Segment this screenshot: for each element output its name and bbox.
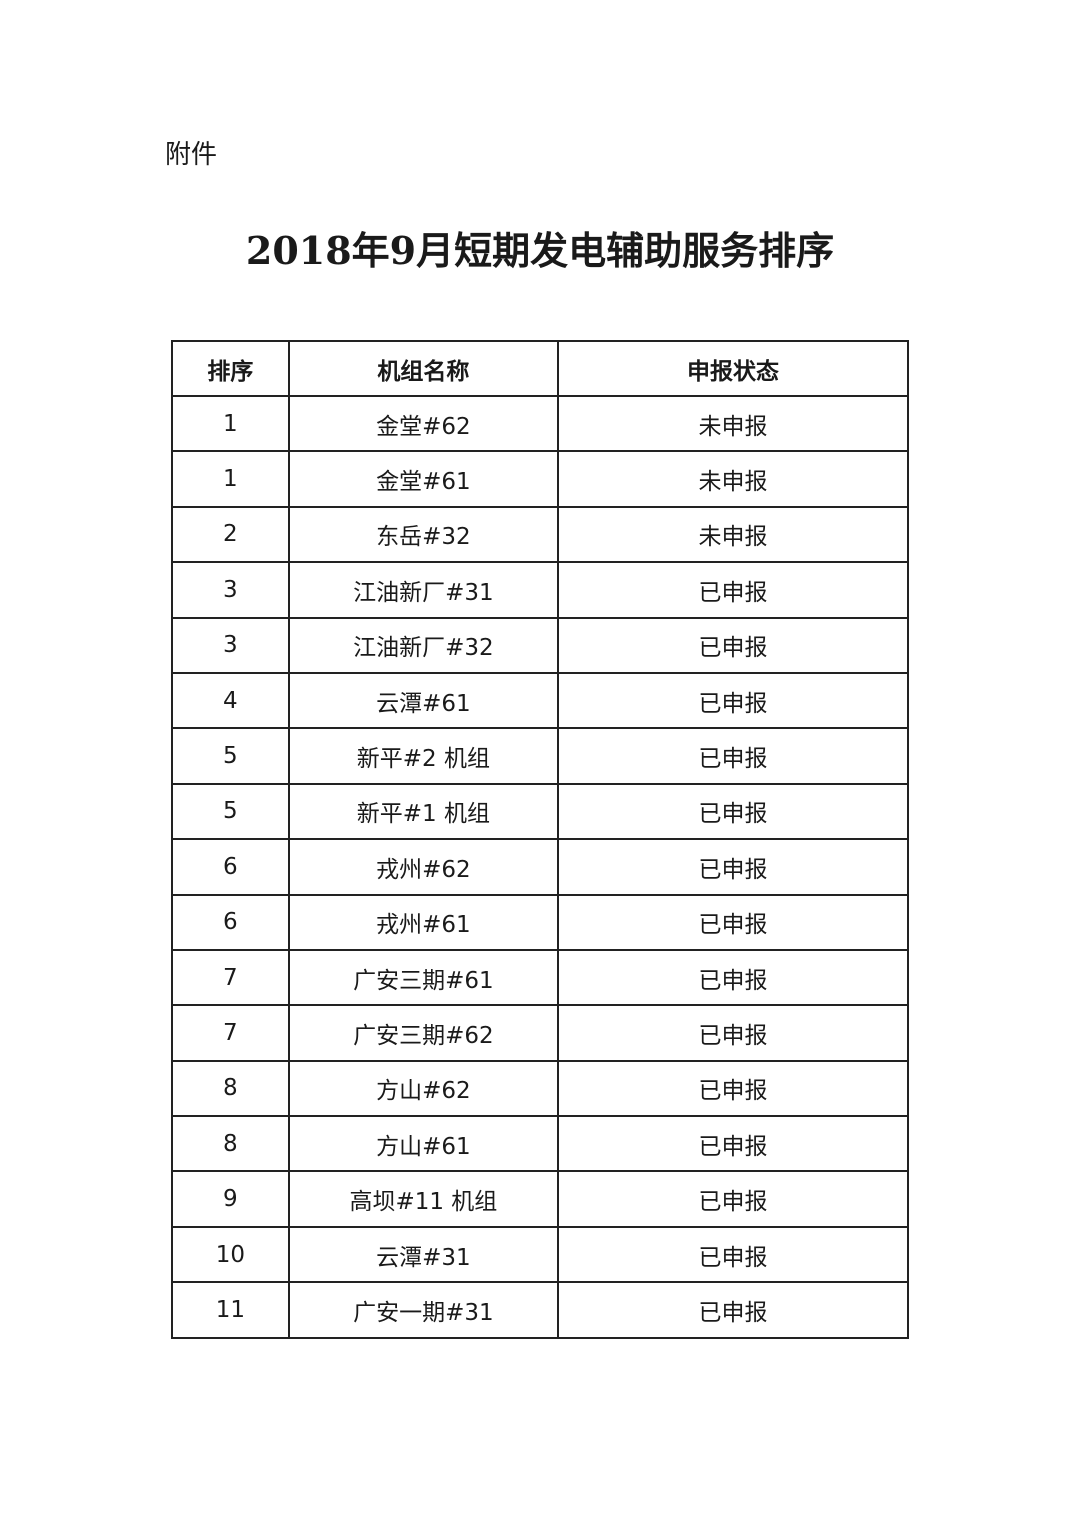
rank-cell: 2 [171, 505, 290, 564]
unit-name-cell: 戎州#61 [287, 893, 560, 951]
rank-cell: 5 [171, 782, 290, 841]
unit-name-cell: 云潭#31 [287, 1225, 560, 1284]
table-row: 2 东岳#32 未申报 [171, 505, 909, 564]
rank-cell: 3 [171, 561, 290, 619]
table-row: 6 戎州#62 已申报 [171, 838, 909, 896]
rank-cell: 8 [171, 1115, 290, 1173]
rank-cell: 1 [171, 450, 290, 508]
table-row: 8 方山#61 已申报 [171, 1115, 909, 1173]
status-cell: 已申报 [557, 727, 909, 785]
status-cell: 已申报 [557, 1225, 909, 1284]
status-cell: 已申报 [557, 1059, 909, 1118]
status-cell: 未申报 [557, 505, 909, 564]
rank-cell: 11 [171, 1281, 290, 1339]
status-cell: 已申报 [557, 1281, 909, 1339]
status-cell: 已申报 [557, 561, 909, 619]
rank-cell: 3 [171, 616, 290, 674]
status-cell: 已申报 [557, 1004, 909, 1062]
rank-cell: 10 [171, 1225, 290, 1284]
unit-name-cell: 东岳#32 [287, 505, 560, 564]
table-row: 8 方山#62 已申报 [171, 1059, 909, 1118]
header-rank: 排序 [171, 340, 290, 397]
rank-cell: 1 [171, 394, 290, 453]
status-cell: 已申报 [557, 782, 909, 841]
rank-cell: 5 [171, 727, 290, 785]
page-title: 2018年9月短期发电辅助服务排序 [245, 228, 835, 273]
unit-name-cell: 江油新厂#32 [287, 616, 560, 674]
rank-cell: 4 [171, 671, 290, 730]
rank-cell: 8 [171, 1059, 290, 1118]
status-cell: 已申报 [557, 893, 909, 951]
table-row: 5 新平#2 机组 已申报 [171, 727, 909, 785]
rank-cell: 9 [171, 1170, 290, 1228]
rank-cell: 7 [171, 948, 290, 1007]
table-row: 4 云潭#61 已申报 [171, 671, 909, 730]
unit-name-cell: 广安一期#31 [287, 1281, 560, 1339]
unit-name-cell: 高坝#11 机组 [287, 1170, 560, 1228]
unit-name-cell: 戎州#62 [287, 838, 560, 896]
rank-cell: 6 [171, 838, 290, 896]
status-cell: 未申报 [557, 394, 909, 453]
unit-name-cell: 新平#1 机组 [287, 782, 560, 841]
table-row: 9 高坝#11 机组 已申报 [171, 1170, 909, 1228]
table-row: 10 云潭#31 已申报 [171, 1225, 909, 1284]
header-unit-name: 机组名称 [287, 340, 560, 397]
unit-name-cell: 江油新厂#31 [287, 561, 560, 619]
unit-name-cell: 方山#62 [287, 1059, 560, 1118]
ranking-table: 排序 机组名称 申报状态 1 金堂#62 未申报 1 金堂#61 未申报 2 东岳#32 未申报… [171, 340, 909, 1339]
table-row: 3 江油新厂#32 已申报 [171, 616, 909, 674]
unit-name-cell: 广安三期#62 [287, 1004, 560, 1062]
unit-name-cell: 金堂#61 [287, 450, 560, 508]
status-cell: 已申报 [557, 671, 909, 730]
status-cell: 已申报 [557, 1115, 909, 1173]
status-cell: 已申报 [557, 948, 909, 1007]
rank-cell: 6 [171, 893, 290, 951]
status-cell: 已申报 [557, 838, 909, 896]
table-row: 7 广安三期#61 已申报 [171, 948, 909, 1007]
attachment-label: 附件 [165, 140, 218, 170]
unit-name-cell: 方山#61 [287, 1115, 560, 1173]
status-cell: 已申报 [557, 616, 909, 674]
table-row: 11 广安一期#31 已申报 [171, 1281, 909, 1339]
unit-name-cell: 新平#2 机组 [287, 727, 560, 785]
table-row: 7 广安三期#62 已申报 [171, 1004, 909, 1062]
status-cell: 已申报 [557, 1170, 909, 1228]
table-row: 6 戎州#61 已申报 [171, 893, 909, 951]
table-row: 3 江油新厂#31 已申报 [171, 561, 909, 619]
table-row: 1 金堂#62 未申报 [171, 394, 909, 453]
unit-name-cell: 金堂#62 [287, 394, 560, 453]
table-row: 5 新平#1 机组 已申报 [171, 782, 909, 841]
unit-name-cell: 云潭#61 [287, 671, 560, 730]
header-status: 申报状态 [557, 340, 909, 397]
unit-name-cell: 广安三期#61 [287, 948, 560, 1007]
status-cell: 未申报 [557, 450, 909, 508]
rank-cell: 7 [171, 1004, 290, 1062]
table-row: 1 金堂#61 未申报 [171, 450, 909, 508]
table-header-row: 排序 机组名称 申报状态 [171, 340, 909, 397]
